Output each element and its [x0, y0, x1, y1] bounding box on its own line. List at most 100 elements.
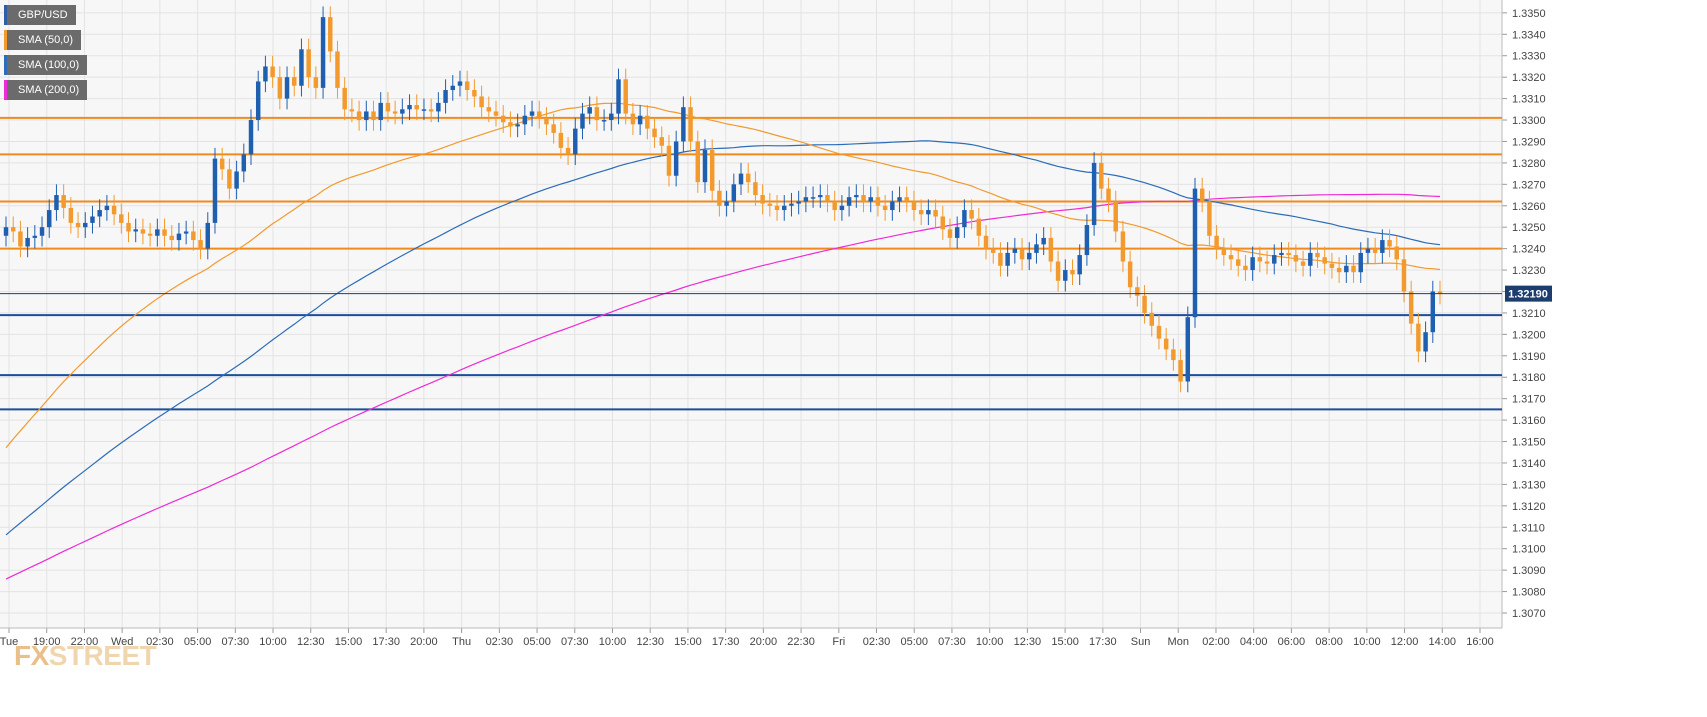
candle-body	[998, 252, 1003, 266]
y-tick-label: 1.3200	[1512, 329, 1546, 341]
candle-body	[616, 79, 621, 114]
candle-body	[868, 197, 873, 202]
y-tick-label: 1.3230	[1512, 265, 1546, 277]
x-tick-label: 17:30	[712, 636, 740, 648]
candle-body	[284, 77, 290, 99]
candle-body	[306, 49, 311, 78]
candle-body	[479, 96, 484, 108]
legend-swatch	[4, 30, 7, 50]
candle-body	[681, 107, 686, 142]
y-tick-label: 1.3170	[1512, 394, 1546, 406]
candle-body	[789, 203, 794, 206]
candle-body	[1344, 265, 1349, 273]
current-price-tag	[1505, 285, 1552, 302]
x-tick-label: 07:30	[938, 636, 966, 648]
candle-body	[1185, 317, 1191, 382]
candle-body	[61, 195, 66, 208]
y-tick-label: 1.3100	[1512, 544, 1546, 556]
candle-body	[428, 109, 434, 112]
candle-body	[947, 229, 953, 238]
candle-body	[565, 147, 571, 155]
candle-body	[205, 222, 211, 249]
candle-body	[292, 77, 297, 86]
y-tick-label: 1.3260	[1512, 201, 1546, 213]
x-tick-label: Sun	[1131, 636, 1151, 648]
candle-body	[241, 154, 247, 172]
x-tick-label: 05:00	[900, 636, 928, 648]
candle-body	[645, 115, 650, 129]
candle-body	[940, 216, 946, 230]
candle-body	[255, 81, 261, 121]
x-tick-label: 22:00	[71, 636, 99, 648]
candle-body	[450, 85, 456, 91]
candle-body	[248, 120, 254, 155]
x-tick-label: 08:00	[1315, 636, 1343, 648]
candle-body	[1423, 332, 1428, 352]
x-tick-label: 07:30	[222, 636, 250, 648]
candle-body	[191, 231, 196, 241]
y-tick-label: 1.3120	[1512, 501, 1546, 513]
y-tick-label: 1.3330	[1512, 51, 1546, 63]
candle-body	[1142, 295, 1147, 313]
legend-item-sma50[interactable]: SMA (50,0)	[4, 30, 82, 50]
x-tick-label: 14:00	[1429, 636, 1457, 648]
candle-body	[609, 113, 614, 121]
legend-item-sma200[interactable]: SMA (200,0)	[4, 80, 88, 100]
candle-body	[1272, 255, 1277, 264]
y-tick-label: 1.3110	[1512, 522, 1545, 534]
candle-body	[493, 111, 499, 116]
candle-body	[1380, 240, 1385, 253]
x-tick-label: 07:30	[561, 636, 589, 648]
candle-body	[1207, 201, 1212, 236]
candle-body	[378, 102, 383, 121]
x-tick-label: 04:00	[1240, 636, 1268, 648]
x-tick-label: 17:30	[372, 636, 400, 648]
candle-body	[1401, 259, 1407, 292]
y-tick-label: 1.3090	[1512, 565, 1546, 577]
candle-body	[1372, 248, 1378, 253]
candle-body	[1135, 287, 1140, 296]
candle-body	[1329, 263, 1335, 268]
candle-body	[1048, 237, 1054, 262]
candle-body	[1149, 312, 1154, 326]
candle-body	[1257, 257, 1263, 262]
candle-body	[219, 158, 225, 170]
y-axis-background	[1502, 0, 1707, 712]
candle-body	[183, 231, 189, 234]
y-tick-label: 1.3210	[1512, 308, 1546, 320]
candle-body	[767, 203, 773, 206]
candle-body	[97, 210, 102, 217]
legend-item-sma100[interactable]: SMA (100,0)	[4, 55, 88, 75]
chart-legend: GBP/USD SMA (50,0) SMA (100,0) SMA (200,…	[4, 5, 88, 105]
candle-body	[1084, 225, 1090, 256]
candle-body	[342, 87, 347, 110]
legend-item-gbpusd[interactable]: GBP/USD	[4, 5, 76, 25]
x-tick-label: 12:30	[297, 636, 325, 648]
candle-body	[688, 107, 693, 142]
candle-body	[147, 233, 153, 236]
candle-body	[551, 124, 556, 133]
candle-body	[954, 227, 960, 238]
candle-body	[1099, 162, 1104, 189]
y-tick-label: 1.3240	[1512, 244, 1546, 256]
candle-body	[637, 115, 643, 125]
candle-body	[3, 227, 9, 236]
candle-body	[818, 195, 823, 198]
candle-body	[897, 197, 902, 202]
legend-label: SMA (50,0)	[18, 34, 74, 46]
candle-body	[119, 214, 124, 223]
x-tick-label: 10:00	[259, 636, 287, 648]
x-tick-label: 20:00	[410, 636, 438, 648]
candle-body	[472, 90, 477, 97]
candle-body	[162, 229, 167, 236]
candle-body	[666, 145, 672, 176]
candle-body	[1199, 188, 1205, 202]
y-tick-label: 1.3180	[1512, 372, 1546, 384]
candle-body	[962, 210, 967, 228]
candle-body	[673, 141, 679, 176]
candle-body	[529, 111, 535, 116]
x-tick-label: 17:30	[1089, 636, 1117, 648]
x-tick-label: 02:30	[863, 636, 891, 648]
y-tick-label: 1.3160	[1512, 415, 1546, 427]
y-tick-label: 1.3270	[1512, 179, 1546, 191]
